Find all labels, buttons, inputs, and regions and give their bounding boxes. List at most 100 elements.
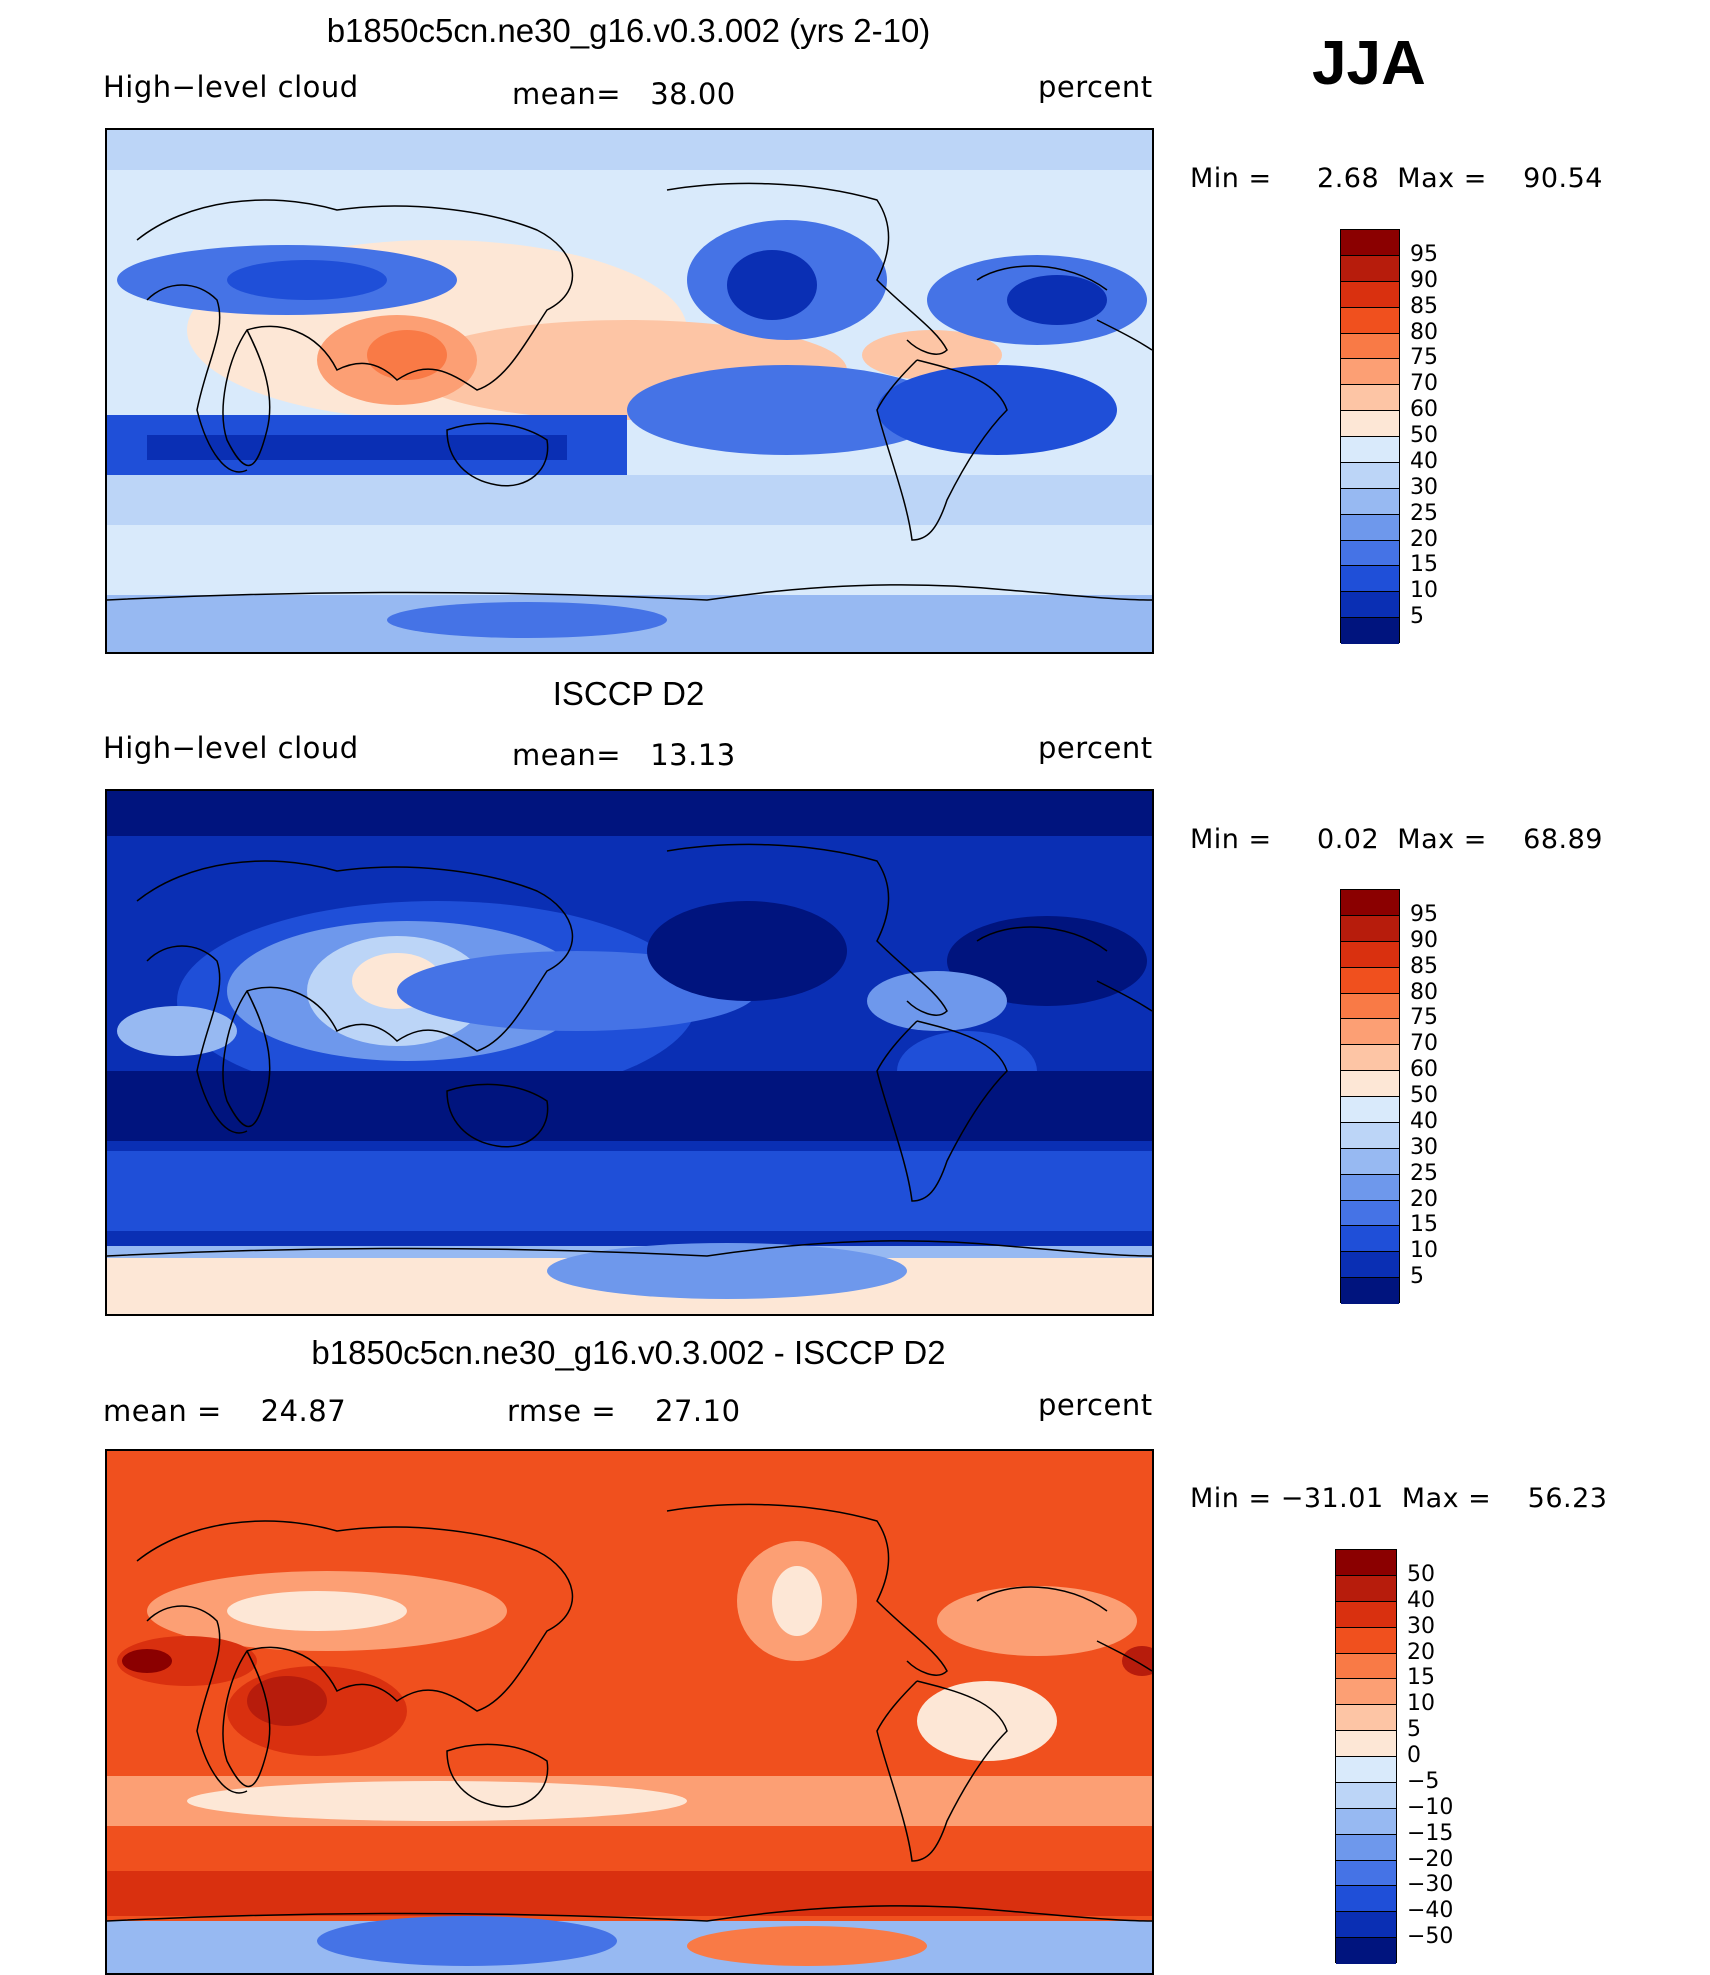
colorbar-tick-label: 10 [1410,1238,1438,1264]
colorbar-tick-label: 20 [1410,526,1438,552]
colorbar-tick-label: 75 [1410,1005,1438,1031]
colorbar-diff [1335,1549,1397,1964]
panel-obs-left-label: High−level cloud [103,731,359,765]
colorbar-tick-label: 5 [1410,1264,1424,1290]
colorbar-swatch [1341,462,1399,489]
field-south-mid [107,1151,1152,1231]
colorbar-tick-label: −30 [1407,1872,1454,1898]
colorbar-tick-label: −40 [1407,1898,1454,1924]
coastlines [107,843,1152,1257]
colorbar-tick-label: 70 [1410,1031,1438,1057]
colorbar-tick-label: 40 [1410,1108,1438,1134]
panel-diff-rmse: rmse = 27.10 [507,1394,741,1428]
colorbar-tick-label: 40 [1407,1587,1435,1613]
colorbar-tick-label: 30 [1410,474,1438,500]
colorbar-swatch [1341,437,1399,463]
colorbar-model-ticks: 95 90 85 80 75 70 60 50 40 30 25 20 15 10 5 [1410,229,1490,643]
colorbar-swatch [1341,1097,1399,1123]
panel-diff-mean: mean = 24.87 [103,1394,347,1428]
colorbar-swatch [1336,1808,1396,1835]
colorbar-swatch [1341,333,1399,360]
colorbar-tick-label: 50 [1410,1083,1438,1108]
panel-model-title: b1850c5cn.ne30_g16.v0.3.002 (yrs 2-10) [326,12,931,49]
colorbar-tick-label: 5 [1407,1717,1421,1743]
colorbar-swatch [1341,890,1399,916]
colorbar-tick-label: −50 [1407,1924,1454,1950]
colorbar-obs [1340,889,1400,1304]
colorbar-tick-label: 20 [1410,1186,1438,1212]
colorbar-tick-label: 5 [1410,604,1424,630]
colorbar-swatch [1341,1174,1399,1201]
colorbar-swatch [1336,1860,1396,1887]
colorbar-tick-label: 75 [1410,345,1438,371]
panel-diff-minmax: Min = −31.01 Max = 56.23 [1190,1483,1608,1514]
field-arabian-core [247,1676,327,1726]
colorbar-tick-label: 90 [1410,927,1438,953]
coastlines [107,1503,1152,1922]
field-arctic [107,130,1152,170]
colorbar-tick-label: −10 [1407,1794,1454,1820]
field-s-atl-low [877,365,1117,455]
panel-obs-units: percent [1038,731,1153,765]
colorbar-tick-label: 10 [1410,578,1438,604]
coastlines [107,182,1152,601]
colorbar-tick-label: 15 [1410,1212,1438,1238]
map-model [105,128,1154,654]
field-npac-dry [647,901,847,1001]
field-europe-core [227,260,387,300]
panel-obs-minmax: Min = 0.02 Max = 68.89 [1190,824,1603,855]
field-central-america [867,971,1007,1031]
colorbar-swatch [1341,1045,1399,1072]
colorbar-tick-label: 25 [1410,1160,1438,1186]
field-south-belt-core [147,435,567,460]
colorbar-swatch [1341,385,1399,412]
colorbar-swatch [1341,488,1399,515]
field-india-core [367,330,447,380]
colorbar-model [1340,229,1400,644]
colorbar-swatch [1336,1886,1396,1913]
colorbar-swatch [1341,1278,1399,1304]
colorbar-swatch [1341,1200,1399,1227]
colorbar-swatch [1341,941,1399,968]
colorbar-tick-label: 95 [1410,901,1438,927]
map-obs [105,789,1154,1316]
colorbar-swatch [1341,1019,1399,1046]
field-amazon [917,1681,1057,1761]
colorbar-swatch [1341,514,1399,541]
field-se-pac-low [627,365,947,455]
colorbar-tick-label: 85 [1410,293,1438,319]
field-arctic [107,791,1152,836]
colorbar-swatch [1341,915,1399,942]
colorbar-tick-label: 15 [1410,552,1438,578]
colorbar-swatch [1336,1757,1396,1783]
colorbar-swatch [1336,1834,1396,1861]
field-natl-core [1007,275,1107,325]
colorbar-swatch [1341,1148,1399,1175]
panel-obs-title: ISCCP D2 [552,675,705,712]
map-diff [105,1449,1154,1975]
colorbar-swatch [1341,993,1399,1020]
colorbar-obs-ticks: 95 90 85 80 75 70 60 50 40 30 25 20 15 10 5 [1410,889,1490,1303]
field-sahel-core [122,1649,172,1673]
colorbar-tick-label: 60 [1410,1057,1438,1083]
colorbar-tick-label: −5 [1407,1768,1440,1794]
field-sahel [117,1636,257,1686]
colorbar-swatch [1336,1782,1396,1809]
field-europe-core [227,1591,407,1631]
colorbar-tick-label: 0 [1407,1743,1421,1768]
colorbar-swatch [1341,307,1399,334]
colorbar-swatch [1336,1938,1396,1964]
colorbar-swatch [1336,1912,1396,1939]
colorbar-swatch [1336,1550,1396,1576]
colorbar-swatch [1341,230,1399,256]
colorbar-swatch [1341,967,1399,994]
colorbar-tick-label: 95 [1410,241,1438,267]
colorbar-tick-label: 50 [1407,1561,1435,1587]
colorbar-tick-label: 25 [1410,500,1438,526]
colorbar-swatch [1341,566,1399,593]
colorbar-swatch [1341,618,1399,644]
panel-model-units: percent [1038,70,1153,104]
panel-model-mean: mean= 38.00 [512,77,736,111]
field-antarctic-low [547,1243,907,1299]
colorbar-swatch [1336,1731,1396,1757]
